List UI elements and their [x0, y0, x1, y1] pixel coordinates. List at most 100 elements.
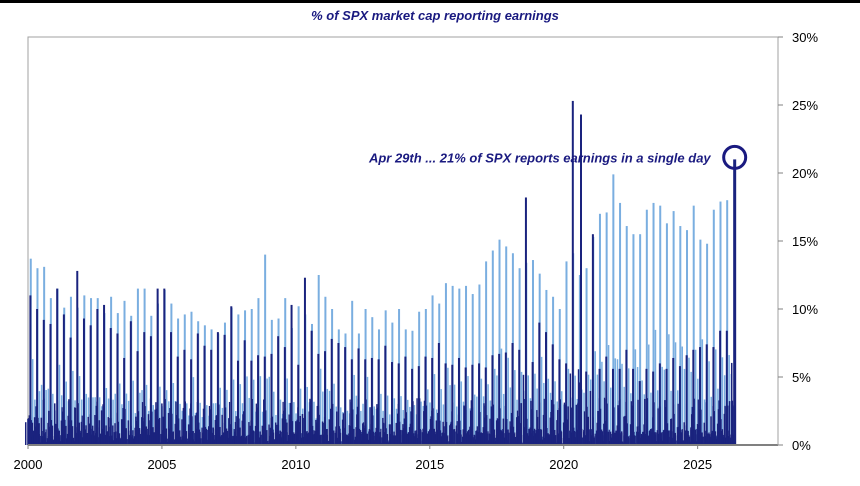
light-shoulder-bar	[252, 379, 255, 445]
light-bar	[665, 223, 668, 445]
light-shoulder-bar	[192, 377, 195, 445]
dark-shoulder-bar	[627, 436, 630, 445]
dark-shoulder-bar	[91, 425, 94, 445]
daily-bar	[684, 430, 687, 445]
light-shoulder-bar	[540, 356, 543, 445]
daily-bar	[343, 433, 345, 445]
dark-shoulder-bar	[453, 429, 456, 445]
light-shoulder-bar	[322, 391, 324, 445]
dark-bar	[591, 234, 594, 445]
daily-bar	[186, 441, 189, 445]
daily-bar	[363, 428, 365, 445]
dark-bar	[457, 357, 460, 445]
dark-bar	[377, 359, 380, 445]
daily-bar	[119, 438, 122, 445]
daily-bar	[296, 419, 298, 445]
dark-bar	[76, 270, 79, 445]
dark-bar	[484, 367, 487, 445]
light-shoulder-bar	[715, 349, 717, 445]
dark-bar	[283, 347, 286, 445]
dark-bar	[36, 309, 39, 445]
dark-bar	[89, 325, 92, 445]
light-shoulder-bar	[273, 391, 275, 445]
light-shoulder-bar	[616, 359, 619, 445]
daily-bar	[216, 415, 218, 445]
daily-bar	[149, 435, 151, 445]
daily-bar	[374, 440, 376, 445]
dark-shoulder-bar	[60, 420, 63, 445]
daily-bar	[173, 442, 175, 445]
dark-bar	[330, 338, 333, 445]
daily-bar	[678, 426, 680, 445]
light-bar	[491, 250, 494, 445]
daily-bar	[407, 432, 409, 445]
dark-bar	[565, 363, 568, 445]
dark-shoulder-bar	[382, 417, 384, 445]
light-shoulder-bar	[333, 383, 335, 445]
dark-bar	[518, 349, 521, 445]
dark-shoulder-bar	[629, 424, 632, 445]
dark-shoulder-bar	[386, 434, 389, 445]
light-shoulder-bar	[31, 359, 34, 445]
dark-shoulder-bar	[259, 431, 261, 445]
daily-bar	[113, 440, 115, 445]
daily-bar	[289, 402, 292, 445]
dark-shoulder-bar	[98, 420, 101, 445]
daily-bar	[668, 442, 671, 445]
light-bar	[625, 226, 628, 445]
dark-shoulder-bar	[80, 421, 83, 445]
dark-shoulder-bar	[161, 403, 163, 445]
daily-bar	[396, 413, 399, 445]
daily-bar	[611, 437, 613, 445]
light-shoulder-bar	[654, 329, 657, 445]
dark-shoulder-bar	[147, 414, 150, 445]
dark-bar	[29, 295, 32, 445]
dark-bar	[129, 321, 132, 445]
dark-bar	[719, 330, 722, 445]
light-shoulder-bar	[476, 396, 478, 445]
light-bar	[498, 239, 501, 445]
dark-shoulder-bar	[194, 415, 197, 445]
daily-bar	[52, 439, 55, 445]
dark-shoulder-bar	[53, 403, 56, 445]
dark-bar	[725, 330, 728, 445]
light-bar	[565, 261, 568, 445]
dark-shoulder-bar	[641, 435, 643, 445]
dark-shoulder-bar	[402, 424, 404, 445]
dark-bar	[317, 353, 320, 445]
daily-bar	[528, 428, 530, 445]
dark-bar	[478, 363, 481, 445]
daily-bar	[59, 441, 61, 445]
daily-bar	[457, 433, 459, 445]
dark-bar	[645, 368, 648, 445]
dark-shoulder-bar	[359, 430, 362, 445]
light-shoulder-bar	[268, 376, 271, 445]
x-tick-label: 2015	[415, 457, 444, 472]
dark-shoulder-bar	[172, 432, 174, 445]
light-bar	[686, 230, 689, 445]
dark-shoulder-bar	[292, 433, 295, 445]
light-shoulder-bar	[40, 384, 43, 445]
daily-bar	[434, 431, 436, 445]
light-shoulder-bar	[460, 381, 463, 445]
dark-shoulder-bar	[67, 415, 69, 445]
dark-shoulder-bar	[339, 432, 342, 445]
dark-shoulder-bar	[661, 433, 663, 445]
daily-bar	[517, 416, 519, 445]
dark-shoulder-bar	[480, 432, 482, 445]
dark-shoulder-bar	[388, 424, 391, 445]
light-bar	[605, 212, 608, 445]
light-shoulder-bar	[560, 391, 563, 445]
dark-bar	[324, 351, 327, 445]
daily-bar	[263, 399, 265, 445]
daily-bar	[109, 436, 111, 445]
daily-bar	[564, 404, 566, 445]
dark-bar	[183, 349, 186, 445]
daily-bar	[28, 415, 30, 445]
light-shoulder-bar	[641, 380, 643, 445]
light-shoulder-bar	[286, 378, 288, 445]
daily-bar	[474, 439, 476, 445]
dark-shoulder-bar	[449, 425, 451, 445]
daily-bar	[470, 400, 472, 445]
dark-shoulder-bar	[466, 431, 469, 445]
